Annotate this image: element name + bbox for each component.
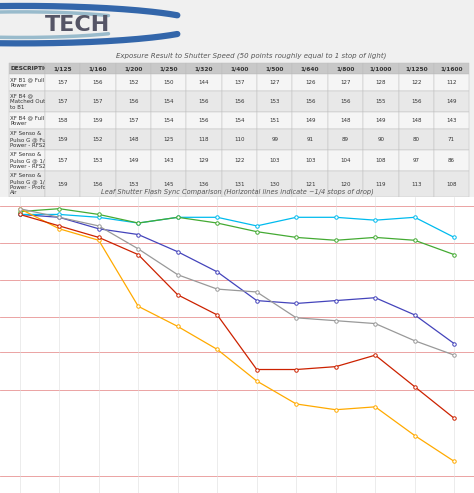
Title: Leaf Shutter Flash Sync Comparison (Horizontal lines indicate ~1/4 stops of drop: Leaf Shutter Flash Sync Comparison (Hori…	[100, 188, 374, 195]
Text: Exposure Result to Shutter Speed (50 points roughly equal to 1 stop of light): Exposure Result to Shutter Speed (50 poi…	[116, 52, 386, 59]
Text: TECH: TECH	[45, 15, 110, 35]
